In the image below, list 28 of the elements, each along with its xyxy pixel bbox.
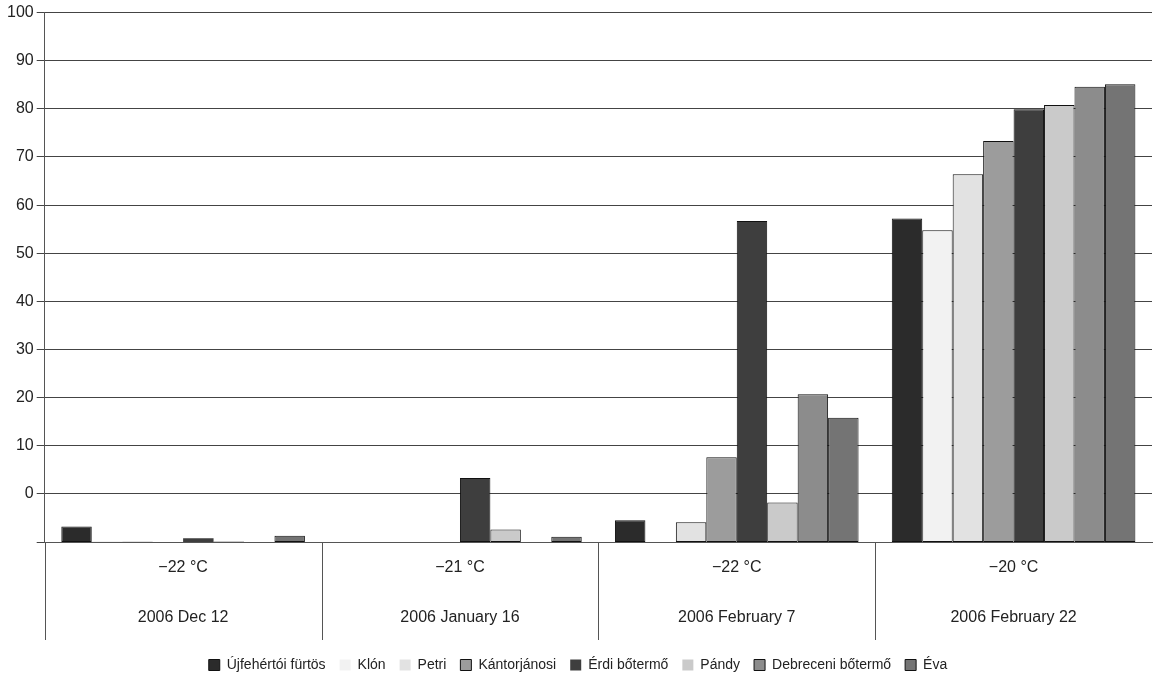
legend-label: Debreceni bőtermő [772,655,892,672]
y-tick-label: 80 [15,99,34,117]
legend-label: Kántorjánosi [478,655,557,672]
legend-label: Éva [923,655,948,672]
legend-label: Újfehértói fürtös [226,655,326,672]
text: −22 °C [158,558,208,576]
legend-label: Petri [417,655,447,672]
y-tick-label: 40 [15,291,34,309]
text: −20 °C [988,558,1039,576]
text: −22 °C [711,558,762,576]
legend-label: Pándy [700,655,741,672]
y-tick-label: 100 [6,3,34,21]
y-tick-label: 30 [15,339,34,357]
legend-label: Érdi bőtermő [588,655,669,672]
legend-label: Klón [357,655,386,672]
x-tick-label: 2006 Dec 12 [137,608,229,626]
y-tick-label: 70 [15,147,34,165]
y-tick-label: 20 [15,388,34,406]
y-tick-label: 0 [24,484,34,502]
y-tick-label: 60 [15,195,34,213]
y-tick-label: 50 [15,243,34,261]
text: −21 °C [435,558,485,576]
x-tick-label: 2006 February 7 [678,608,796,626]
x-tick-label: 2006 January 16 [400,608,520,626]
bar [183,538,214,542]
y-tick-label: 90 [15,51,34,69]
x-tick-label: 2006 February 22 [950,608,1077,626]
y-tick-label: 10 [15,436,34,454]
